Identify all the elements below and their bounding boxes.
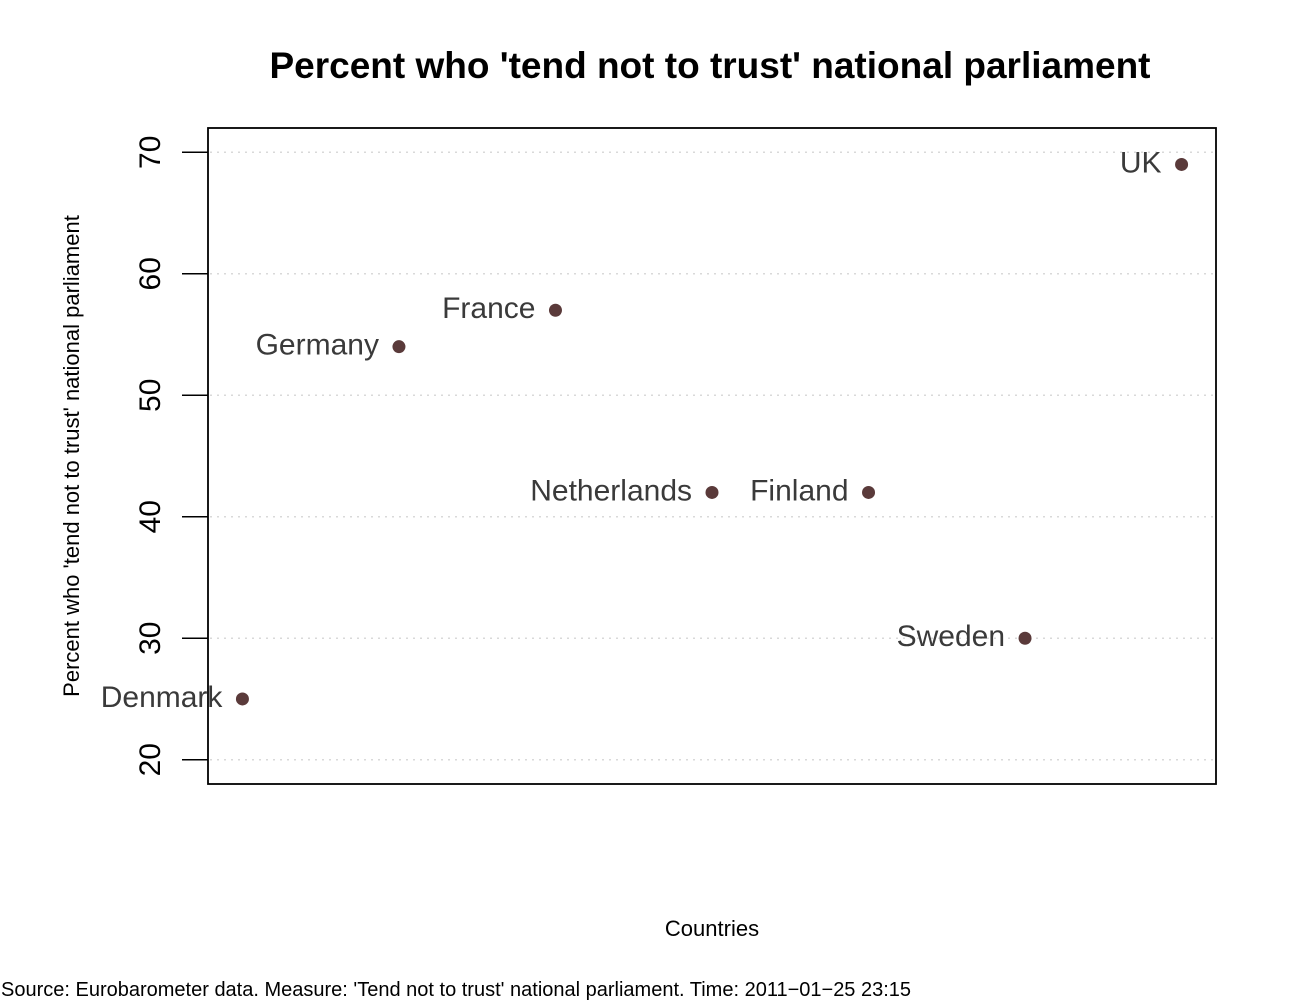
y-tick-label: 70: [134, 136, 167, 169]
y-tick-label: 30: [134, 622, 167, 655]
point-label: France: [442, 292, 535, 325]
y-tick-label: 60: [134, 257, 167, 290]
y-tick-label: 40: [134, 500, 167, 533]
y-axis: 20 30 40 50 60 70: [134, 136, 208, 776]
data-point: [1175, 157, 1189, 171]
grid-lines: [210, 151, 1214, 761]
x-axis-label: Countries: [665, 916, 759, 941]
source-note: Source: Eurobarometer data. Measure: 'Te…: [1, 979, 911, 1000]
y-axis-label: Percent who 'tend not to trust' national…: [59, 215, 84, 697]
data-point: [548, 303, 562, 317]
chart-title: Percent who 'tend not to trust' national…: [270, 45, 1151, 86]
point-label: Finland: [750, 474, 848, 507]
point-label: Netherlands: [530, 474, 692, 507]
data-point: [862, 485, 876, 499]
point-label: Germany: [256, 329, 379, 362]
point-label: Denmark: [101, 681, 224, 714]
data-points: Denmark Germany France Netherlands Finland Sw…: [101, 146, 1189, 714]
point-label: Sweden: [897, 620, 1005, 653]
data-point: [1018, 631, 1032, 645]
y-tick-label: 50: [134, 379, 167, 412]
point-label: UK: [1120, 146, 1162, 179]
data-point: [705, 485, 719, 499]
y-tick-label: 20: [134, 743, 167, 776]
data-point: [235, 692, 249, 706]
data-point: [392, 340, 406, 354]
plot-frame: [207, 127, 1217, 785]
